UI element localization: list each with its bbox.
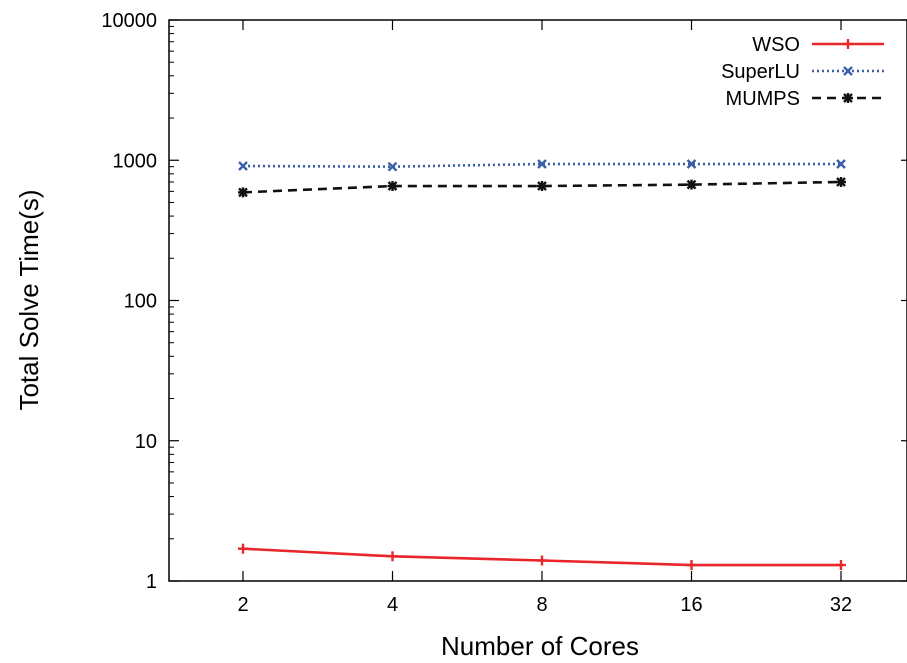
data-point: [686, 560, 697, 571]
data-point: [387, 161, 398, 172]
legend-marker: [843, 39, 853, 49]
x-tick-label: 16: [680, 594, 702, 616]
y-axis-title: Total Solve Time(s): [14, 189, 44, 410]
data-point: [686, 179, 697, 190]
legend-label: SuperLU: [721, 61, 800, 83]
y-tick-label: 10: [135, 431, 157, 453]
y-tick-label: 1: [146, 571, 157, 593]
data-point: [387, 551, 398, 562]
y-tick-label: 10000: [101, 10, 157, 32]
data-point: [686, 159, 697, 169]
data-point: [836, 159, 846, 169]
x-tick-label: 2: [237, 594, 248, 616]
legend-label: WSO: [752, 34, 800, 56]
data-point: [836, 176, 846, 187]
series-line: [242, 180, 842, 194]
data-point: [537, 555, 547, 566]
y-axis-ticks: 1 10 100 1000 10000: [101, 10, 907, 593]
data-point: [238, 187, 248, 198]
legend-marker: [843, 93, 853, 103]
data-point: [238, 161, 248, 171]
x-axis-title: Number of Cores: [441, 631, 639, 661]
series-layer: [238, 159, 846, 571]
x-tick-label: 8: [536, 594, 547, 616]
data-point: [387, 181, 398, 192]
data-point: [537, 159, 547, 169]
y-tick-label: 1000: [113, 150, 158, 172]
data-point: [836, 560, 846, 571]
legend-marker: [843, 66, 853, 76]
data-point: [537, 181, 547, 192]
series-mumps: [238, 176, 846, 198]
y-tick-label: 100: [124, 291, 157, 313]
series-superlu: [238, 159, 846, 172]
legend-label: MUMPS: [726, 88, 800, 110]
legend: WSO SuperLU MUMPS: [721, 34, 884, 110]
x-tick-label: 4: [387, 594, 398, 616]
series-wso: [238, 543, 846, 571]
x-axis-ticks: 2 4 8 16 32: [237, 20, 852, 616]
data-point: [238, 543, 248, 554]
x-tick-label: 32: [830, 594, 852, 616]
